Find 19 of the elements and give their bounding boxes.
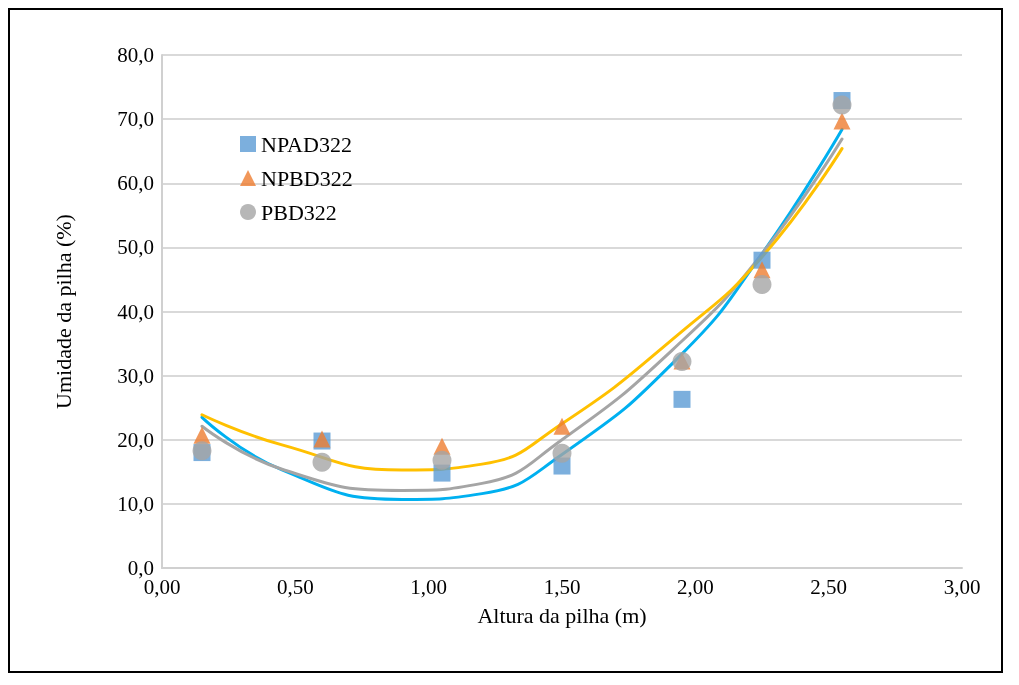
y-axis-title: Umidade da pilha (%) (50, 214, 76, 409)
x-tick-label: 2,00 (676, 574, 714, 599)
x-axis-title: Altura da pilha (m) (477, 602, 647, 628)
x-tick-label: 1,50 (543, 574, 581, 599)
y-tick-label: 20,0 (117, 427, 154, 452)
legend-label: NPAD322 (261, 131, 352, 157)
y-tick-label: 40,0 (117, 299, 154, 324)
y-tick-label: 10,0 (117, 491, 154, 516)
legend-label: NPBD322 (261, 165, 353, 191)
y-tick-label: 60,0 (117, 171, 154, 196)
x-tick-label: 1,00 (410, 574, 448, 599)
x-tick-label: 2,50 (810, 574, 848, 599)
y-tick-label: 70,0 (117, 107, 154, 132)
x-tick-label: 0,50 (276, 574, 314, 599)
legend-label: PBD322 (261, 199, 337, 225)
y-tick-label: 30,0 (117, 363, 154, 388)
y-tick-label: 50,0 (117, 235, 154, 260)
y-tick-label: 80,0 (117, 43, 154, 67)
x-tick-label: 3,00 (943, 574, 981, 599)
